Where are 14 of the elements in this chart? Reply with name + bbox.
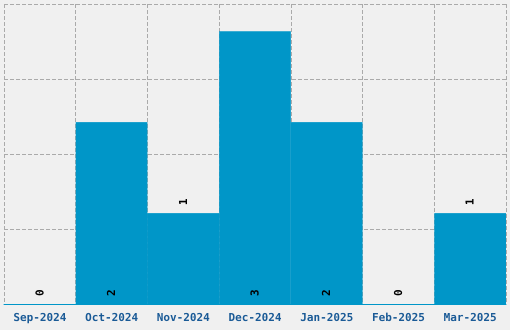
x-tick-label: Sep-2024 (13, 311, 67, 324)
x-tick-label: Feb-2025 (372, 311, 425, 324)
x-tick-label: Jan-2025 (300, 311, 354, 324)
data-label: 1 (176, 198, 190, 206)
x-tick-label: Nov-2024 (156, 311, 210, 324)
data-label: 0 (33, 289, 46, 296)
data-label: 0 (392, 289, 405, 296)
x-tick-label: Mar-2025 (444, 311, 497, 324)
data-label: 2 (105, 289, 118, 296)
x-tick-label: Dec-2024 (228, 311, 282, 324)
data-label: 3 (248, 289, 262, 296)
data-label: 2 (320, 289, 334, 296)
x-tick-label: Oct-2024 (85, 311, 138, 324)
data-label: 1 (464, 198, 477, 206)
